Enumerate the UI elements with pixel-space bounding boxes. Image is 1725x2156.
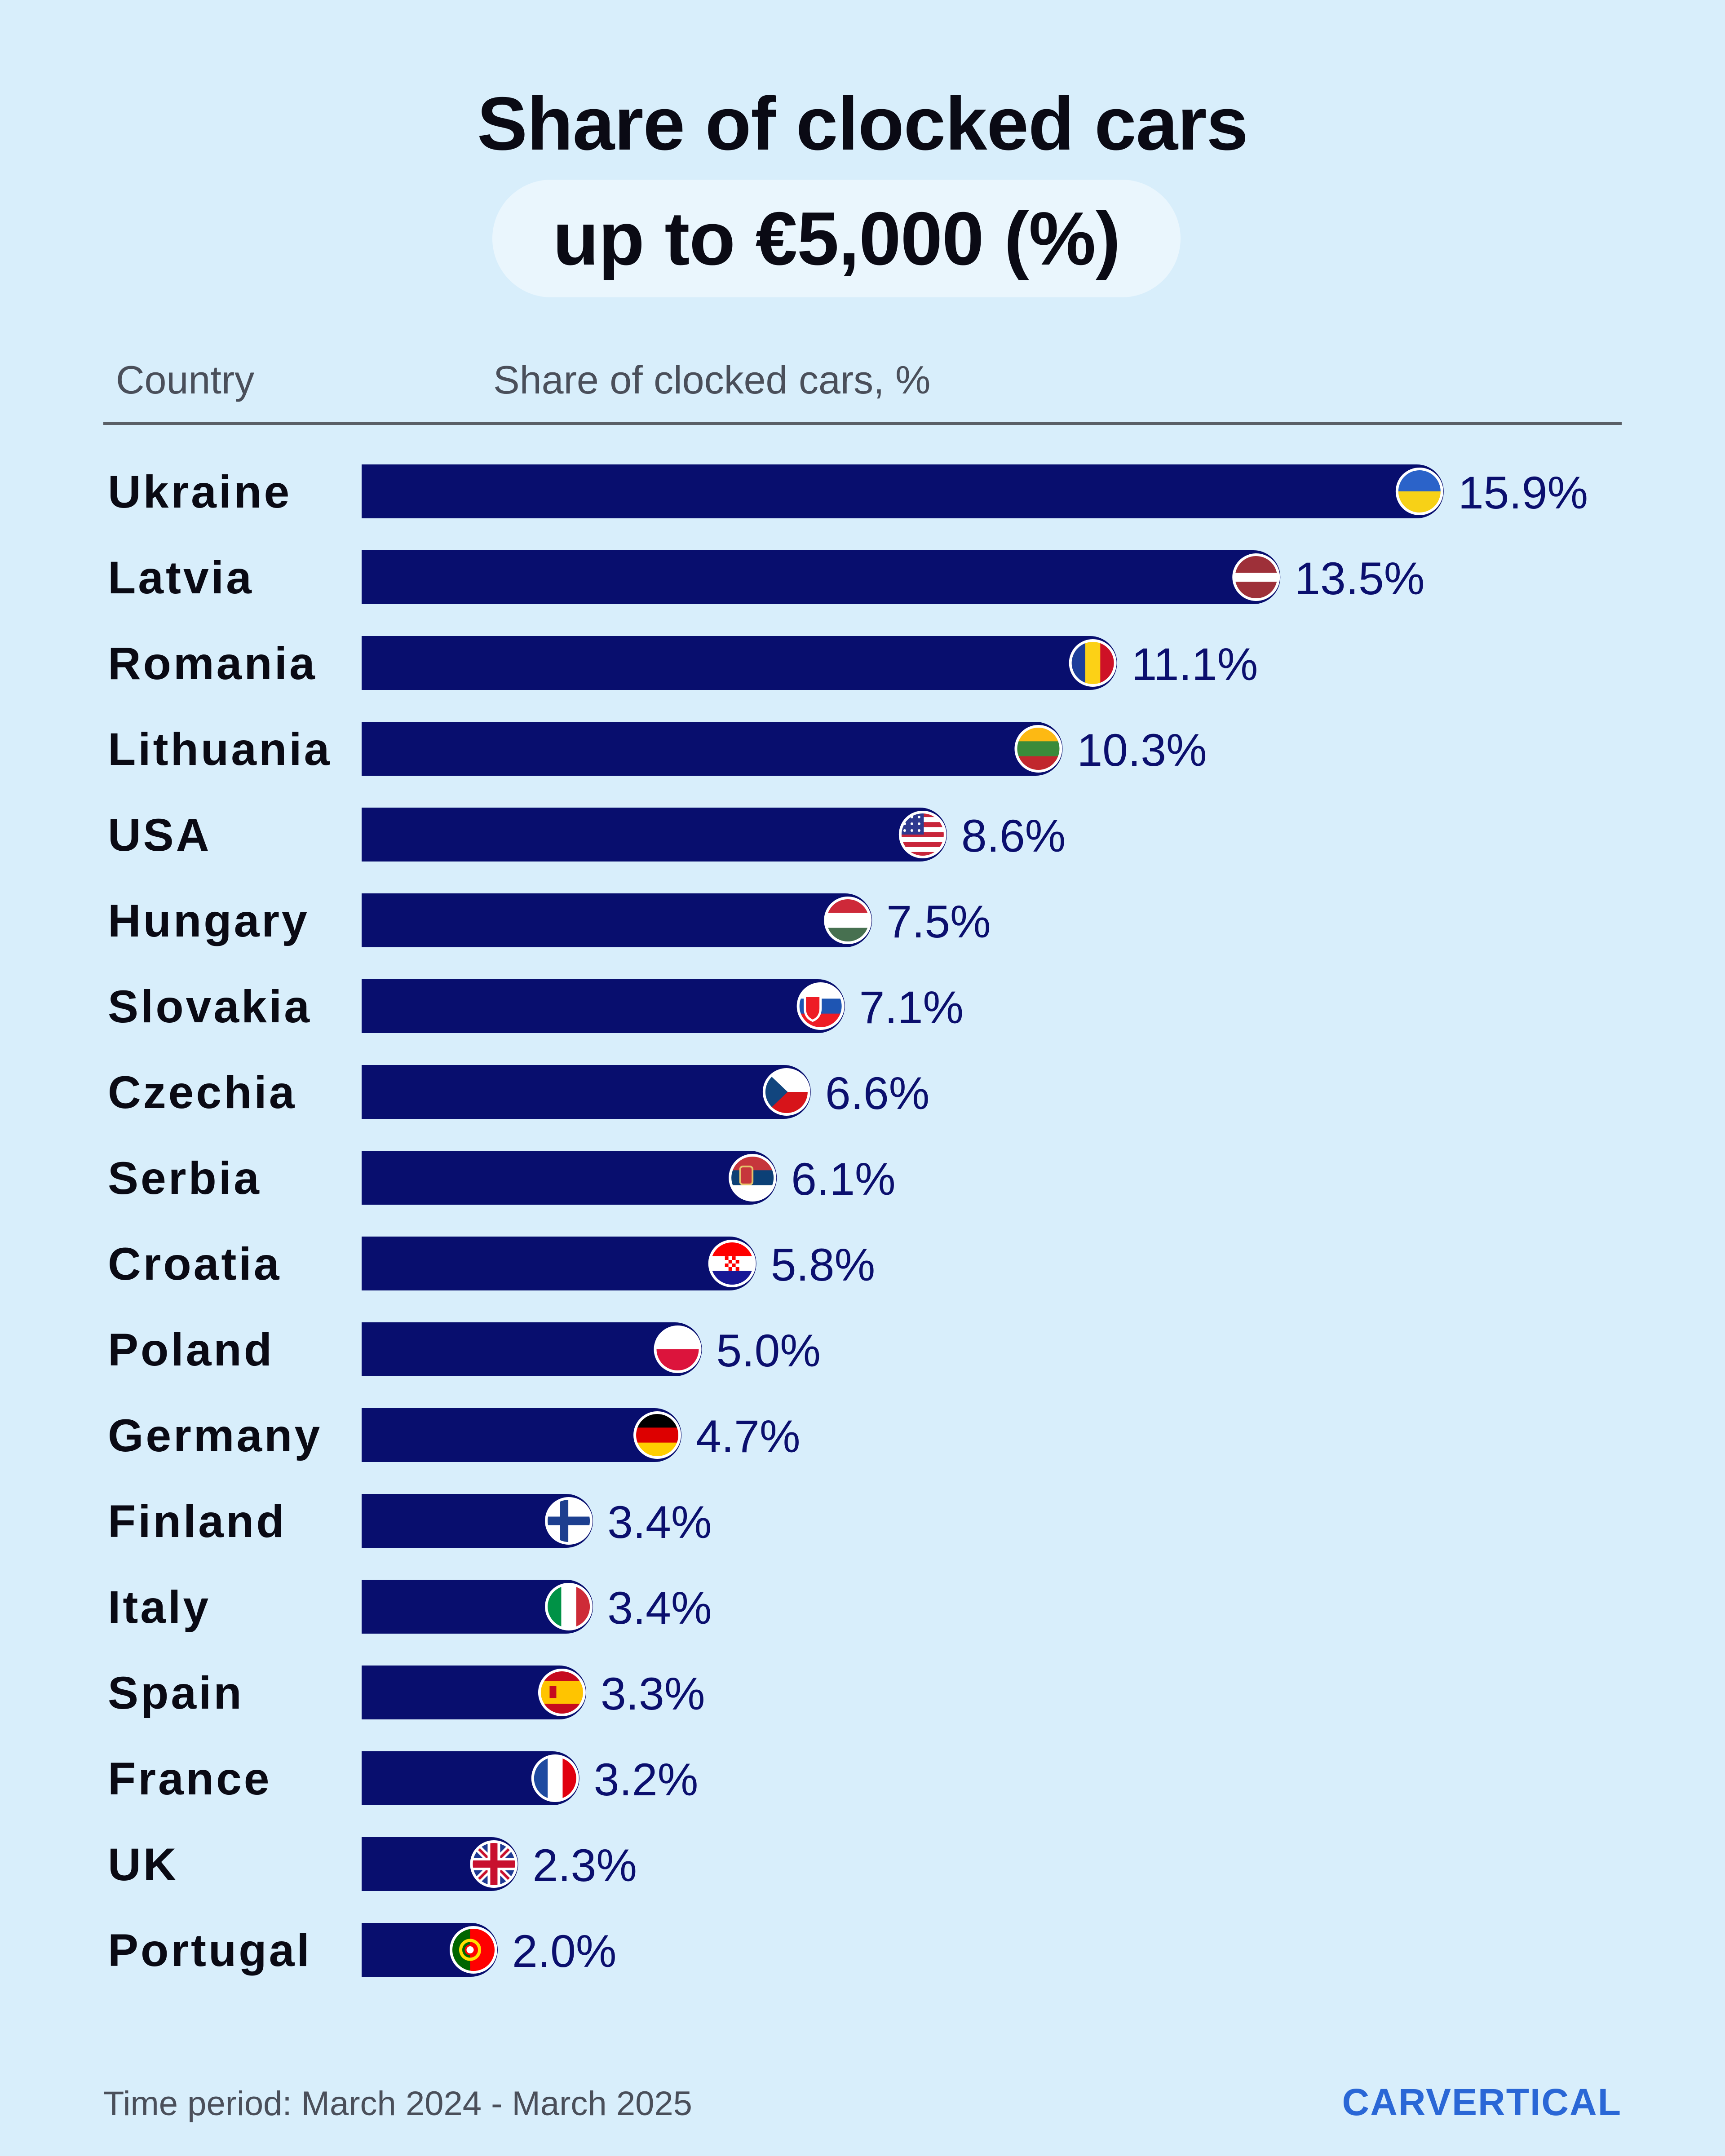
chart-title: Share of clocked cars bbox=[477, 81, 1248, 166]
usa-flag-ring bbox=[898, 811, 947, 858]
bar-romania bbox=[362, 636, 1117, 690]
time-period-note: Time period: March 2024 - March 2025 bbox=[103, 2085, 692, 2123]
value-label-serbia: 6.1% bbox=[791, 1153, 896, 1205]
bar-lithuania bbox=[362, 722, 1063, 776]
bar-slovakia bbox=[362, 979, 845, 1033]
value-label-italy: 3.4% bbox=[607, 1582, 712, 1634]
country-label-hungary: Hungary bbox=[108, 895, 310, 946]
value-label-lithuania: 10.3% bbox=[1077, 725, 1207, 776]
value-label-hungary: 7.5% bbox=[886, 896, 991, 947]
value-label-latvia: 13.5% bbox=[1295, 553, 1424, 604]
uk-flag-ring bbox=[470, 1840, 518, 1888]
croatia-flag-ring bbox=[708, 1240, 756, 1287]
lithuania-flag-ring bbox=[1014, 725, 1062, 773]
country-label-ukraine: Ukraine bbox=[108, 466, 292, 517]
subtitle-pill: up to €5,000 (%) bbox=[492, 180, 1181, 297]
bar-ukraine bbox=[362, 464, 1444, 518]
country-label-germany: Germany bbox=[108, 1410, 322, 1461]
value-label-czechia: 6.6% bbox=[825, 1068, 929, 1119]
country-label-lithuania: Lithuania bbox=[108, 724, 332, 775]
value-label-spain: 3.3% bbox=[601, 1668, 705, 1719]
bar-latvia bbox=[362, 550, 1281, 604]
bar-france bbox=[362, 1751, 579, 1805]
ukraine-flag-ring bbox=[1395, 468, 1443, 515]
value-label-poland: 5.0% bbox=[717, 1325, 821, 1376]
country-label-romania: Romania bbox=[108, 638, 317, 689]
value-label-croatia: 5.8% bbox=[771, 1239, 876, 1290]
bar-usa bbox=[362, 808, 947, 862]
country-label-spain: Spain bbox=[108, 1667, 244, 1719]
chart-subtitle: up to €5,000 (%) bbox=[553, 196, 1121, 281]
value-label-finland: 3.4% bbox=[607, 1497, 712, 1548]
country-label-slovakia: Slovakia bbox=[108, 981, 312, 1032]
serbia-flag-ring bbox=[729, 1154, 777, 1202]
country-label-uk: UK bbox=[108, 1839, 178, 1890]
value-label-usa: 8.6% bbox=[961, 810, 1066, 862]
country-label-france: France bbox=[108, 1753, 272, 1804]
country-label-croatia: Croatia bbox=[108, 1238, 281, 1290]
spain-flag-ring bbox=[538, 1669, 586, 1716]
latvia-flag-ring bbox=[1232, 553, 1280, 601]
value-label-romania: 11.1% bbox=[1132, 639, 1258, 690]
bar-czechia bbox=[362, 1065, 811, 1119]
poland-flag-ring bbox=[654, 1325, 702, 1373]
value-label-germany: 4.7% bbox=[696, 1411, 801, 1462]
czechia-flag-ring bbox=[762, 1068, 810, 1116]
country-label-portugal: Portugal bbox=[108, 1925, 312, 1976]
country-label-latvia: Latvia bbox=[108, 552, 254, 603]
country-label-czechia: Czechia bbox=[108, 1067, 297, 1118]
country-label-usa: USA bbox=[108, 809, 211, 861]
bar-spain bbox=[362, 1666, 586, 1719]
bar-finland bbox=[362, 1494, 593, 1548]
header-divider bbox=[103, 422, 1622, 425]
column-header-country: Country bbox=[116, 358, 255, 402]
portugal-flag-ring bbox=[450, 1926, 497, 1974]
hungary-flag-ring bbox=[824, 897, 872, 944]
bar-poland bbox=[362, 1322, 702, 1376]
value-label-portugal: 2.0% bbox=[512, 1926, 617, 1977]
finland-flag-ring bbox=[545, 1497, 593, 1545]
country-label-poland: Poland bbox=[108, 1324, 274, 1375]
value-label-uk: 2.3% bbox=[532, 1840, 637, 1891]
country-label-finland: Finland bbox=[108, 1496, 287, 1547]
value-label-slovakia: 7.1% bbox=[859, 982, 964, 1033]
bar-croatia bbox=[362, 1237, 756, 1290]
value-label-france: 3.2% bbox=[594, 1754, 699, 1805]
bar-italy bbox=[362, 1580, 593, 1634]
czechia-flag-icon bbox=[764, 1069, 809, 1114]
bar-hungary bbox=[362, 893, 872, 947]
country-label-serbia: Serbia bbox=[108, 1153, 261, 1204]
slovakia-flag-ring bbox=[796, 982, 845, 1030]
romania-flag-ring bbox=[1069, 639, 1117, 687]
germany-flag-ring bbox=[633, 1411, 681, 1459]
france-flag-ring bbox=[531, 1754, 579, 1802]
value-label-ukraine: 15.9% bbox=[1458, 467, 1588, 518]
brand-logo: CARVERTICAL bbox=[1342, 2081, 1622, 2123]
column-header-share: Share of clocked cars, % bbox=[493, 358, 931, 402]
country-label-italy: Italy bbox=[108, 1582, 211, 1633]
bar-germany bbox=[362, 1408, 682, 1462]
bar-serbia bbox=[362, 1151, 777, 1205]
italy-flag-ring bbox=[545, 1583, 593, 1630]
